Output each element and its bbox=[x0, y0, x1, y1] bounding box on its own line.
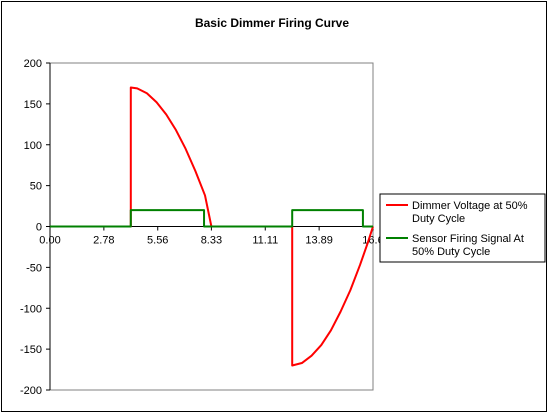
y-tick-label: -100 bbox=[20, 303, 42, 315]
legend-label-dimmer-line2: Duty Cycle bbox=[412, 213, 465, 225]
x-tick-label: 0.00 bbox=[39, 235, 60, 247]
y-axis: 200 150 100 50 0 -50 -100 -150 -200 bbox=[20, 58, 51, 397]
legend: Dimmer Voltage at 50% Duty Cycle Sensor … bbox=[379, 193, 546, 263]
y-tick-label: 150 bbox=[24, 99, 42, 111]
series-layer bbox=[50, 86, 374, 367]
y-tick-label: -150 bbox=[20, 344, 42, 356]
legend-label-dimmer-line1: Dimmer Voltage at 50% bbox=[412, 200, 528, 212]
y-tick-label: 0 bbox=[36, 222, 42, 234]
y-tick-label: 100 bbox=[24, 140, 42, 152]
legend-label-sensor-line2: 50% Duty Cycle bbox=[412, 246, 490, 258]
x-tick-label: 2.78 bbox=[93, 235, 114, 247]
x-tick-label: 11.11 bbox=[252, 235, 278, 247]
chart-title: Basic Dimmer Firing Curve bbox=[195, 16, 349, 30]
x-tick-label: 5.56 bbox=[147, 235, 168, 247]
x-tick-label: 13.89 bbox=[305, 235, 333, 247]
x-tick-label: 8.33 bbox=[201, 235, 222, 247]
y-tick-label: 50 bbox=[30, 181, 42, 193]
legend-label-sensor-line1: Sensor Firing Signal At bbox=[412, 233, 524, 245]
y-tick-label: -200 bbox=[20, 385, 42, 397]
y-tick-label: -50 bbox=[26, 262, 42, 274]
series-line-sensor-signal bbox=[50, 209, 373, 228]
y-tick-label: 200 bbox=[24, 58, 42, 70]
